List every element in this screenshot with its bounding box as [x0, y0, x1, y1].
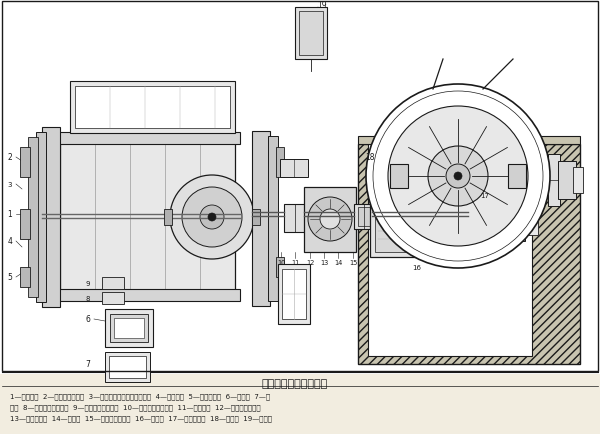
Text: 13—齿轮联轴器  14—减速器  15—弹性棒销联轴器  16—电动机  17—微推动装置  18—锁紧器  19—润滑站: 13—齿轮联轴器 14—减速器 15—弹性棒销联轴器 16—电动机 17—微推动…: [10, 414, 272, 421]
Bar: [114, 318, 144, 338]
Bar: [42, 128, 60, 307]
Bar: [304, 187, 356, 253]
Bar: [2, 2, 598, 371]
Bar: [524, 216, 538, 236]
Bar: [284, 204, 306, 233]
Text: 10: 10: [277, 260, 285, 265]
Bar: [358, 137, 580, 145]
Circle shape: [170, 176, 254, 260]
Bar: [70, 82, 235, 134]
Bar: [573, 168, 583, 194]
Circle shape: [446, 164, 470, 188]
Circle shape: [182, 187, 242, 247]
Bar: [20, 267, 30, 287]
Text: 11: 11: [291, 260, 299, 265]
Text: 6: 6: [86, 315, 91, 324]
Circle shape: [388, 107, 528, 247]
Bar: [20, 148, 30, 178]
Text: 19: 19: [317, 1, 327, 10]
Bar: [75, 87, 230, 129]
Bar: [282, 270, 306, 319]
Bar: [368, 145, 532, 356]
Bar: [508, 164, 526, 188]
Bar: [280, 160, 308, 178]
Circle shape: [472, 214, 498, 240]
Bar: [503, 210, 525, 241]
Circle shape: [366, 85, 550, 268]
Bar: [358, 145, 580, 364]
Bar: [105, 309, 153, 347]
Bar: [105, 352, 150, 382]
Text: 16: 16: [413, 264, 421, 270]
Bar: [375, 193, 460, 253]
Circle shape: [454, 173, 462, 181]
Bar: [468, 203, 503, 250]
Bar: [276, 148, 284, 178]
Bar: [268, 137, 278, 301]
Circle shape: [428, 147, 488, 207]
Circle shape: [200, 206, 224, 230]
Bar: [0, 374, 600, 434]
Bar: [60, 140, 235, 294]
Bar: [465, 216, 473, 230]
Bar: [295, 8, 327, 60]
Bar: [55, 289, 240, 301]
Bar: [102, 293, 124, 304]
Circle shape: [208, 214, 216, 221]
Bar: [0, 0, 600, 374]
Text: 3: 3: [8, 181, 12, 187]
Circle shape: [320, 210, 340, 230]
Bar: [28, 138, 38, 297]
Bar: [299, 12, 323, 56]
Text: 纵台  8—丝杠式粗针指示器  9—圆盘式精针指示器  10—牌坊式深度指示器  11—右轴承架  12—测速发电机装置: 纵台 8—丝杠式粗针指示器 9—圆盘式精针指示器 10—牌坊式深度指示器 11—…: [10, 403, 260, 410]
Bar: [400, 145, 485, 173]
Text: 8: 8: [86, 295, 90, 301]
Bar: [36, 133, 46, 302]
Bar: [471, 206, 500, 247]
Bar: [20, 210, 30, 240]
Bar: [276, 257, 284, 277]
Text: 9: 9: [86, 280, 90, 286]
Bar: [252, 210, 260, 226]
Text: 18: 18: [365, 153, 375, 162]
Text: 13: 13: [320, 260, 328, 265]
Bar: [55, 133, 240, 145]
Text: 1—主轴装置  2—径向齿块离合器  3—多水平深度指示器传动装置  4—左轴承架  5—盘形制动器  6—液压站  7—操: 1—主轴装置 2—径向齿块离合器 3—多水平深度指示器传动装置 4—左轴承架 5…: [10, 392, 270, 399]
Bar: [370, 187, 465, 257]
Bar: [358, 145, 580, 364]
Text: 5: 5: [8, 273, 13, 282]
Text: 17: 17: [481, 193, 490, 198]
Bar: [354, 204, 374, 230]
Text: 14: 14: [334, 260, 342, 265]
Bar: [164, 210, 172, 226]
Text: 2: 2: [8, 153, 13, 162]
Text: 4: 4: [8, 237, 13, 246]
Circle shape: [479, 220, 491, 233]
Bar: [252, 132, 270, 306]
Text: 12: 12: [306, 260, 314, 265]
Bar: [278, 264, 310, 324]
Bar: [110, 314, 148, 342]
Text: 15: 15: [349, 260, 357, 265]
Text: 单绳缠绕式矿井提升机: 单绳缠绕式矿井提升机: [262, 378, 328, 388]
Bar: [109, 356, 146, 378]
Text: 7: 7: [86, 360, 91, 368]
Circle shape: [308, 197, 352, 241]
Bar: [548, 155, 560, 207]
Bar: [558, 161, 576, 200]
Circle shape: [506, 217, 522, 233]
Text: 1: 1: [8, 210, 13, 219]
Bar: [102, 277, 124, 289]
Bar: [390, 164, 408, 188]
Bar: [358, 207, 370, 227]
